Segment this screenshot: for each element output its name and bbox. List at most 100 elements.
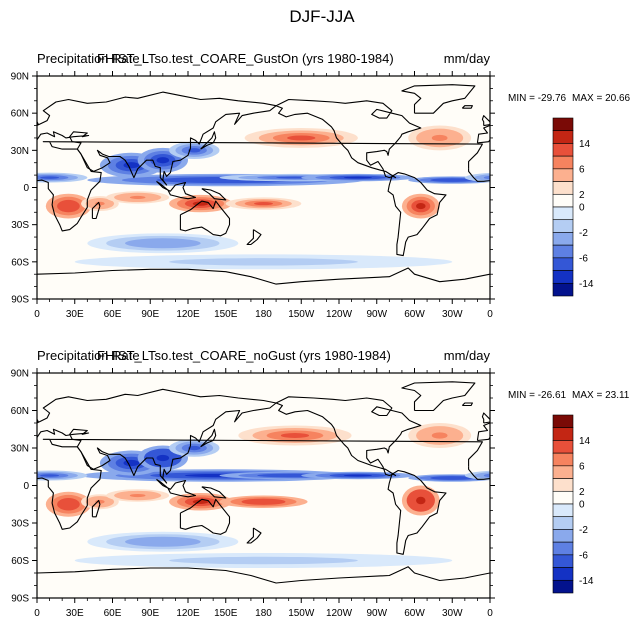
coast-japan — [200, 428, 217, 448]
colorbar-tick-label: 14 — [579, 139, 591, 150]
anomaly-region — [216, 259, 311, 264]
coast-australia — [179, 498, 231, 535]
colorbar-box — [552, 117, 574, 132]
y-tick-label: 90S — [11, 594, 29, 605]
y-tick-label: 0 — [23, 481, 29, 492]
colorbar-tick-label: -6 — [579, 550, 588, 561]
colorbar-box — [552, 427, 574, 441]
axis-ticks: 0 30E 60E 90E 120E 150E 180 150W 120W 90W 60W 30W 09… — [11, 368, 495, 619]
anomaly-region — [0, 178, 21, 182]
colorbar-tick-label: 0 — [579, 203, 585, 214]
x-tick-label: 180 — [255, 309, 272, 320]
x-tick-label: 120E — [176, 309, 200, 320]
coast-indonesia — [610, 479, 644, 497]
coast-uk — [37, 418, 39, 423]
colorbar-box — [552, 181, 574, 195]
anomaly-region — [95, 201, 105, 206]
colorbar-tick-label: 0 — [579, 500, 585, 511]
panel-units-label: mm/day — [444, 51, 491, 66]
x-tick-label: 150E — [214, 309, 238, 320]
anomaly-region — [493, 474, 512, 477]
colorbar-tick-label: -6 — [579, 253, 588, 264]
anomaly-region — [441, 179, 464, 181]
anomaly-region — [40, 176, 60, 179]
x-tick-label: 30W — [442, 608, 463, 619]
coast-antarctica — [37, 267, 490, 285]
x-tick-label: 30W — [442, 309, 463, 320]
anomaly-region — [493, 176, 512, 178]
colorbar-box — [552, 232, 574, 246]
anomaly-region — [343, 176, 373, 179]
x-tick-label: 0 — [487, 608, 493, 619]
colorbar-box — [552, 554, 574, 568]
coast-japan — [200, 131, 217, 150]
x-tick-label: 0 — [34, 608, 40, 619]
x-tick-label: 120W — [326, 608, 353, 619]
y-tick-label: 60N — [11, 406, 29, 417]
anomaly-region — [416, 202, 426, 210]
anomaly-region — [483, 175, 490, 180]
x-tick-label: 0 — [34, 309, 40, 320]
coast-africa-eurasia — [37, 141, 483, 232]
anomaly-region — [188, 148, 201, 153]
colorbar-tick-label: 14 — [579, 436, 591, 447]
coast-greenland — [401, 84, 476, 114]
coast-south-america — [387, 469, 447, 555]
x-tick-label: 90W — [366, 608, 387, 619]
colorbar-box — [552, 282, 574, 297]
anomaly-region — [431, 432, 448, 439]
colorbar-tick-label: -14 — [579, 279, 594, 290]
min-label: MIN = -29.76 — [508, 93, 567, 104]
y-tick-label: 30N — [11, 146, 29, 157]
coast-madagascar — [91, 499, 101, 518]
anomaly-region — [343, 474, 373, 477]
anomaly-region — [280, 433, 310, 438]
anomaly-region — [483, 473, 490, 478]
anomaly-region — [188, 445, 201, 451]
anomaly-region — [156, 157, 170, 164]
anomaly-region — [62, 202, 75, 210]
y-tick-label: 60S — [11, 556, 29, 567]
anomaly-region — [40, 474, 60, 477]
coastlines — [37, 381, 644, 584]
coast-australia — [179, 200, 231, 237]
panel-gust-on: Precipitation Rate FHIST_LTso.test_COARE… — [0, 51, 644, 320]
coast-africa-eurasia — [37, 438, 483, 530]
panel-units-label: mm/day — [444, 348, 491, 363]
coastlines — [37, 84, 644, 285]
x-tick-label: 90E — [141, 608, 159, 619]
colorbar-box — [552, 270, 574, 284]
y-tick-label: 60S — [11, 257, 29, 268]
coast-greenland — [401, 381, 476, 412]
coast-australia — [634, 499, 644, 534]
x-tick-label: 60E — [104, 309, 122, 320]
coast-iceland — [461, 402, 473, 407]
coast-uk — [481, 412, 490, 424]
x-tick-label: 60W — [404, 608, 425, 619]
colorbar-tick-label: -2 — [579, 228, 588, 239]
anomaly-region — [474, 472, 490, 479]
anomaly-region — [95, 499, 105, 504]
colorbar-box — [552, 529, 574, 543]
colorbar: 14 6 2 0 -2 -6 -14 — [552, 414, 594, 594]
coast-eurasia — [37, 91, 277, 186]
anomaly-region — [441, 477, 464, 479]
figure-title: DJF-JJA — [289, 7, 355, 26]
coast-australia — [634, 201, 644, 236]
colorbar-tick-label: 6 — [579, 461, 585, 472]
coast-eurasia — [37, 388, 277, 484]
colorbar-tick-label: 2 — [579, 487, 585, 498]
anomaly-region — [431, 134, 448, 142]
coast-indonesia — [610, 181, 644, 198]
colorbar-box — [552, 478, 574, 492]
max-label: MAX = 23.11 — [572, 390, 630, 401]
colorbar-box — [552, 130, 574, 144]
panel-variable-label: Precipitation Rate — [37, 51, 140, 66]
colorbar-box — [552, 143, 574, 157]
colorbar-tick-label: -14 — [579, 576, 594, 587]
x-tick-label: 150W — [288, 608, 315, 619]
map-plot-area — [0, 76, 644, 299]
x-tick-label: 90W — [366, 309, 387, 320]
y-tick-label: 0 — [23, 183, 29, 194]
anomaly-region — [287, 135, 316, 141]
